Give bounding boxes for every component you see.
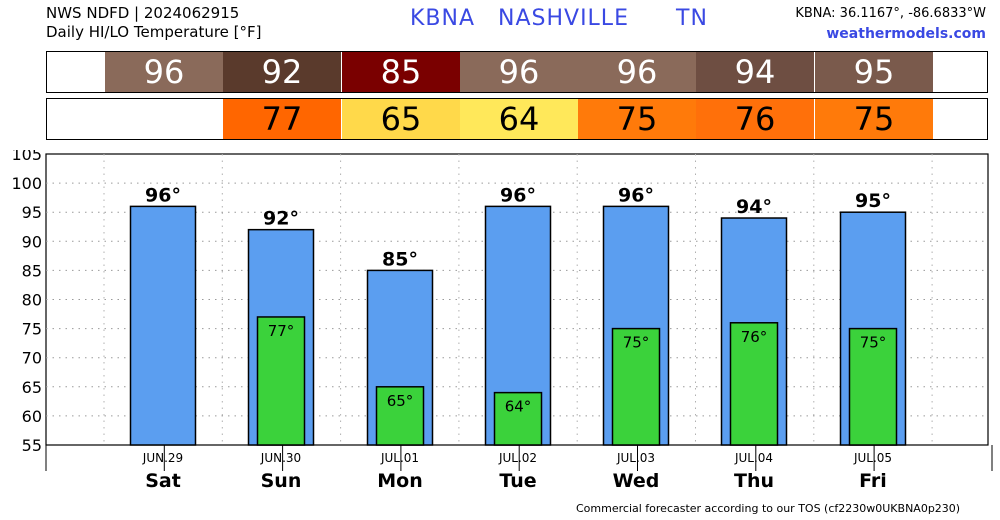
chart-title: Daily HI/LO Temperature [°F] (46, 23, 262, 41)
hi-label: 96° (500, 184, 536, 206)
lo-strip-cell-0 (105, 99, 223, 139)
hi-label: 95° (855, 190, 891, 212)
site-link[interactable]: weathermodels.com (826, 26, 986, 42)
lo-strip-cell-1: 77 (223, 99, 341, 139)
y-tick-label: 105 (11, 150, 42, 164)
lo-label: 75° (623, 334, 650, 352)
hi-label: 94° (736, 196, 772, 218)
y-tick-label: 60 (22, 407, 42, 426)
y-tick-label: 55 (22, 436, 42, 455)
day-label: Mon (377, 470, 423, 492)
y-tick-label: 95 (22, 203, 42, 222)
hi-label: 96° (618, 184, 654, 206)
day-label: Tue (499, 470, 536, 492)
hi-label: 92° (263, 208, 299, 230)
footer-note: Commercial forecaster according to our T… (576, 502, 961, 515)
date-label: JUL.03 (616, 451, 655, 465)
lo-strip-cell-2: 65 (342, 99, 460, 139)
day-label: Sat (145, 470, 181, 492)
lo-label: 65° (387, 392, 414, 410)
hi-bar-sat (129, 205, 197, 446)
hi-strip-cell-6: 95 (815, 52, 933, 92)
temperature-chart: 55 60 65 70 75 80 85 90 95 100 105 96° JUN.29 Sat 92° 7… (11, 150, 993, 492)
day-label: Sun (261, 470, 302, 492)
lo-bar-fri (848, 327, 898, 446)
header-left: NWS NDFD | 2024062915 Daily HI/LO Temper… (46, 4, 262, 42)
hi-strip-cell-3: 96 (460, 52, 578, 92)
y-tick-label: 75 (22, 320, 42, 339)
station-state: TN (676, 6, 708, 31)
hi-strip-cell-2: 85 (342, 52, 460, 92)
date-label: JUN.29 (142, 451, 183, 465)
hi-label: 85° (382, 248, 418, 270)
date-label: JUL.01 (380, 451, 419, 465)
y-tick-label: 65 (22, 378, 42, 397)
date-label: JUL.05 (853, 451, 892, 465)
day-label: Fri (859, 470, 887, 492)
date-label: JUN.30 (260, 451, 301, 465)
header-right: KBNA: 36.1167°, -86.6833°W weathermodels… (795, 4, 986, 44)
product-line: NWS NDFD | 2024062915 (46, 4, 240, 22)
day-label: Wed (613, 470, 660, 492)
y-tick-label: 85 (22, 261, 42, 280)
hi-strip-cell-0: 96 (105, 52, 223, 92)
lo-bar-mon (375, 386, 425, 446)
lo-label: 64° (505, 398, 532, 416)
lo-bar-wed (611, 327, 661, 446)
y-tick-label: 100 (11, 174, 42, 193)
day-label: Thu (734, 470, 774, 492)
lo-strip-cell-3: 64 (460, 99, 578, 139)
hi-strip-cell-4: 96 (578, 52, 696, 92)
lo-label: 75° (860, 334, 887, 352)
lo-strip-cell-4: 75 (578, 99, 696, 139)
y-tick-label: 70 (22, 349, 42, 368)
hi-temp-strip: 96 92 85 96 96 94 95 (46, 51, 988, 93)
lo-label: 76° (741, 328, 768, 346)
lo-strip-cell-6: 75 (815, 99, 933, 139)
station-name: NASHVILLE (498, 6, 629, 31)
hi-strip-cell-1: 92 (223, 52, 341, 92)
lo-bar-thu (729, 322, 779, 446)
y-tick-label: 80 (22, 291, 42, 310)
lo-bar-tue (493, 391, 543, 446)
station-code: KBNA (410, 6, 476, 31)
hi-strip-cell-5: 94 (696, 52, 814, 92)
date-label: JUL.04 (734, 451, 773, 465)
lo-bar-sun (256, 316, 306, 446)
lo-strip-cell-5: 76 (696, 99, 814, 139)
station-coords: KBNA: 36.1167°, -86.6833°W (795, 6, 986, 21)
hi-label: 96° (145, 184, 181, 206)
date-label: JUL.02 (498, 451, 537, 465)
y-tick-label: 90 (22, 232, 42, 251)
lo-label: 77° (268, 322, 295, 340)
lo-temp-strip: 77 65 64 75 76 75 (46, 98, 988, 140)
